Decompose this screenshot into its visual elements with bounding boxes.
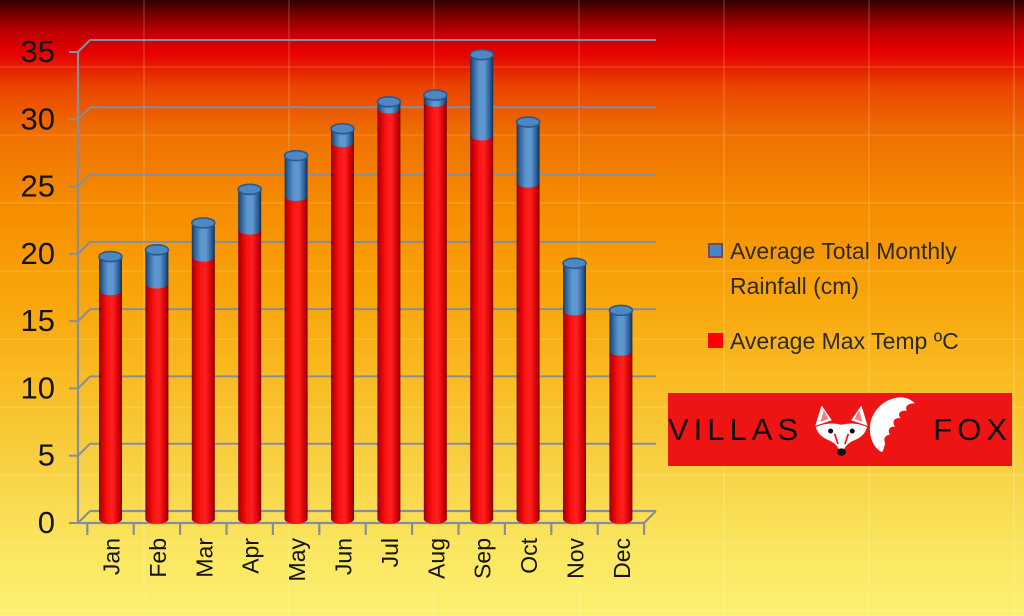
rainfall-segment-nov (563, 263, 586, 311)
max-temp-segment-jan (99, 290, 122, 519)
rainfall-legend-swatch (708, 243, 723, 258)
bar-top-cap-nov (562, 257, 587, 270)
bar-top-cap-jul (376, 96, 402, 108)
grid-riser-0 (77, 510, 91, 524)
grid-riser-25 (77, 173, 91, 188)
logo-text-fox: FOX (933, 411, 1012, 447)
bar-top-cap-jan (98, 250, 123, 263)
bar-jan (98, 250, 123, 524)
month-label-aug: Aug (423, 538, 449, 579)
bar-top-cap-mar (191, 217, 216, 229)
y-axis-label-20: 20 (21, 236, 55, 271)
fox-face-icon (815, 404, 868, 456)
max-temp-segment-jul (377, 108, 401, 520)
bar-top-cap-dec (608, 304, 634, 317)
y-axis-label-5: 5 (38, 438, 55, 473)
bar-top-cap-may (283, 149, 309, 162)
x-axis-labels: Jan Feb Mar Apr May Jun Jul Aug Sep Oct Nov Dec (99, 537, 635, 581)
bar-feb (144, 244, 170, 524)
fox-tail-icon (869, 396, 916, 452)
bar-jun (330, 122, 355, 524)
max-temp-legend-swatch (708, 333, 723, 348)
grid-riser-30 (77, 106, 91, 120)
max-temp-segment-may (284, 196, 308, 519)
y-axis-label-30: 30 (21, 101, 55, 136)
bar-jul (376, 96, 402, 524)
grid-riser-15 (77, 308, 91, 322)
month-label-mar: Mar (191, 538, 217, 578)
rainfall-segment-oct (516, 122, 540, 183)
bar-aug (422, 89, 448, 524)
logo-text-villas: VILLAS (668, 411, 804, 447)
grid-riser-20 (77, 241, 91, 255)
rainfall-segment-jan (99, 256, 122, 291)
month-label-sep: Sep (470, 538, 496, 579)
villas-fox-logo: VILLAS FOX (668, 393, 1012, 466)
month-label-dec: Dec (609, 538, 635, 579)
max-temp-segment-jun (331, 142, 354, 519)
month-label-apr: Apr (238, 538, 264, 574)
legend-item-max-temp: Average Max Temp ºC (708, 324, 1008, 359)
max-temp-segment-mar (191, 256, 215, 519)
bar-oct (515, 116, 541, 524)
axes-and-floor (76, 52, 657, 535)
rainfall-legend-label: Average Total Monthly Rainfall (cm) (730, 238, 957, 299)
max-temp-segment-oct (516, 182, 540, 520)
bar-dec (608, 304, 634, 524)
month-label-jul: Jul (377, 538, 403, 567)
bar-apr (237, 183, 262, 524)
rainfall-segment-sep (470, 54, 494, 136)
bar-top-cap-jun (330, 122, 355, 135)
month-label-feb: Feb (145, 538, 171, 578)
bar-top-cap-oct (515, 116, 541, 128)
bar-may (283, 149, 309, 524)
month-label-oct: Oct (516, 537, 542, 573)
max-temp-segment-dec (609, 350, 633, 519)
rainfall-segment-apr (238, 189, 262, 230)
grid-riser-10 (77, 375, 91, 390)
bar-mar (191, 217, 216, 524)
bar-sep (469, 48, 495, 524)
max-temp-segment-apr (238, 229, 262, 519)
y-axis-labels: 0 5 10 15 20 25 30 35 (21, 34, 55, 540)
chart-legend: Average Total Monthly Rainfall (cm) Aver… (708, 234, 1008, 359)
month-label-jan: Jan (99, 538, 125, 575)
max-temp-segment-aug (423, 101, 447, 519)
y-axis-label-15: 15 (21, 303, 55, 338)
gridlines (69, 39, 656, 524)
y-axis-label-10: 10 (21, 370, 55, 405)
max-temp-segment-nov (563, 310, 586, 519)
grid-riser-5 (77, 443, 91, 457)
max-temp-segment-feb (145, 283, 169, 519)
y-axis-label-35: 35 (21, 34, 55, 69)
rainfall-segment-feb (145, 249, 169, 284)
bar-top-cap-feb (144, 244, 170, 256)
rainfall-segment-may (284, 155, 308, 197)
rainfall-segment-mar (191, 222, 215, 257)
bar-nov (562, 257, 587, 524)
rainfall-segment-dec (609, 310, 633, 351)
legend-item-rainfall: Average Total Monthly Rainfall (cm) (708, 234, 1008, 304)
floor-right-edge (643, 510, 657, 524)
month-label-jun: Jun (331, 538, 357, 575)
max-temp-legend-label: Average Max Temp ºC (730, 328, 959, 354)
y-axis-label-0: 0 (38, 505, 55, 540)
month-label-nov: Nov (563, 538, 589, 579)
grid-riser-35 (77, 39, 91, 53)
bar-top-cap-sep (469, 48, 495, 61)
y-axis-label-25: 25 (21, 169, 55, 204)
max-temp-segment-sep (470, 135, 494, 519)
bar-top-cap-aug (422, 89, 448, 101)
month-label-may: May (284, 538, 310, 582)
bar-top-cap-apr (237, 183, 262, 196)
